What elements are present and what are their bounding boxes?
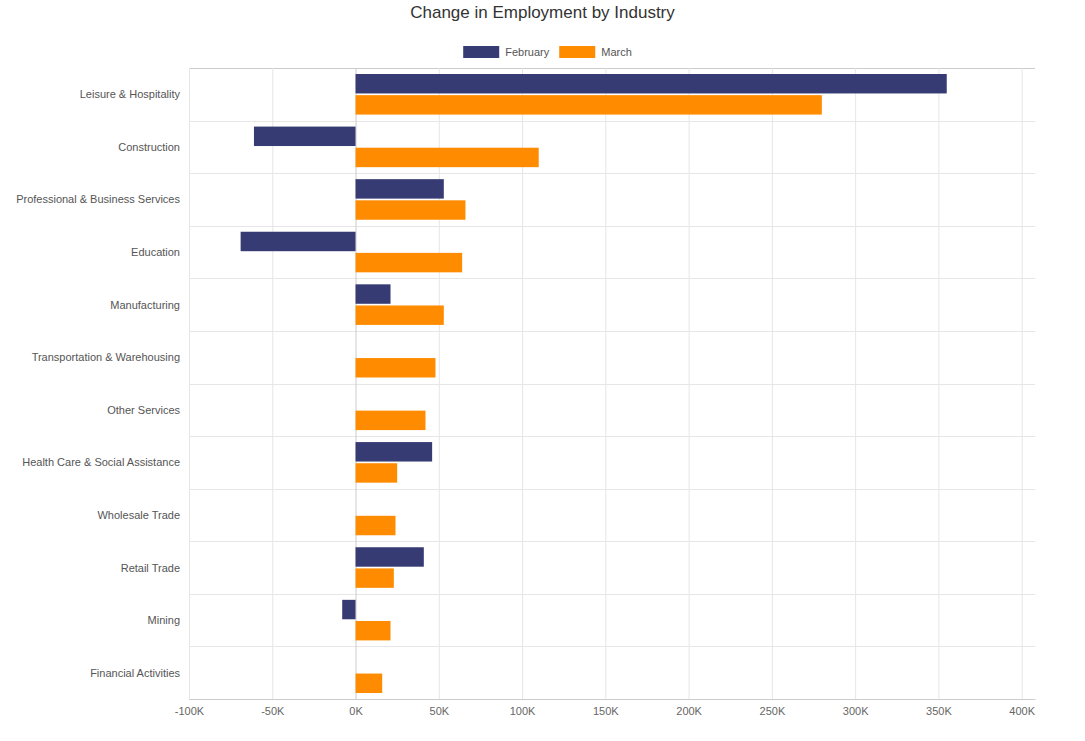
- y-tick-label: Health Care & Social Assistance: [22, 456, 180, 468]
- y-tick: Mining: [148, 614, 180, 626]
- bar: [254, 127, 356, 146]
- x-gridline: [189, 68, 190, 699]
- band-separators: [189, 69, 1035, 700]
- bars: [241, 74, 947, 693]
- y-tick: Other Services: [107, 404, 180, 416]
- y-tick-label: Professional & Business Services: [16, 193, 180, 205]
- x-axis: -100K -50K 0K 50K 100K 150K 200K 250K 300K 350K 40…: [175, 68, 1036, 717]
- x-tick-label: -50K: [261, 705, 285, 717]
- bar: [356, 621, 391, 640]
- band-separator: [189, 646, 1035, 647]
- y-tick-label: Financial Activities: [90, 667, 180, 679]
- bar: [342, 600, 355, 619]
- legend-item: March: [559, 46, 632, 58]
- bar: [356, 200, 466, 219]
- x-axis-line: [190, 699, 1036, 700]
- x-gridline: [272, 68, 273, 699]
- y-axis: Leisure & Hospitality Construction Profess…: [16, 88, 189, 678]
- y-axis-line: [189, 95, 190, 673]
- bar: [356, 284, 391, 303]
- x-gridline: [938, 68, 939, 699]
- y-tick: Financial Activities: [90, 667, 180, 679]
- y-tick-label: Leisure & Hospitality: [80, 88, 181, 100]
- x-tick: 300K: [843, 68, 869, 717]
- x-gridline: [1022, 68, 1023, 699]
- band-separator: [189, 226, 1035, 227]
- y-tick: Health Care & Social Assistance: [22, 456, 180, 468]
- y-tick: Construction: [118, 141, 180, 153]
- title: Change in Employment by Industry: [410, 3, 675, 22]
- band-separator: [189, 489, 1035, 490]
- legend-swatch: [463, 46, 499, 58]
- band-separator: [189, 173, 1035, 174]
- bar: [356, 358, 436, 377]
- bar: [356, 674, 383, 693]
- x-tick: 150K: [593, 68, 619, 717]
- band-separator: [189, 541, 1035, 542]
- y-tick-label: Other Services: [107, 404, 180, 416]
- band-separator: [189, 436, 1035, 437]
- x-tick-label: 350K: [926, 705, 952, 717]
- x-tick-label: 400K: [1009, 705, 1035, 717]
- x-tick: -50K: [261, 68, 285, 717]
- chart: Change in Employment by Industry February…: [0, 0, 1085, 741]
- x-tick: 250K: [760, 68, 786, 717]
- y-tick: Transportation & Warehousing: [32, 351, 180, 363]
- x-tick-label: 100K: [510, 705, 536, 717]
- bar: [356, 179, 444, 198]
- bar: [356, 516, 396, 535]
- bar: [356, 74, 947, 93]
- y-tick-label: Manufacturing: [110, 299, 180, 311]
- band-separator: [189, 278, 1035, 279]
- bar: [356, 148, 539, 167]
- x-tick: 200K: [676, 68, 702, 717]
- legend-label: March: [601, 46, 632, 58]
- y-tick-label: Mining: [148, 614, 180, 626]
- legend-swatch: [559, 46, 595, 58]
- bar: [356, 442, 433, 461]
- bar: [356, 547, 424, 566]
- y-tick-label: Retail Trade: [121, 562, 180, 574]
- band-separator: [189, 384, 1035, 385]
- x-tick-label: -100K: [175, 705, 205, 717]
- x-gridline: [689, 68, 690, 699]
- y-tick-label: Wholesale Trade: [97, 509, 180, 521]
- y-tick: Professional & Business Services: [16, 193, 180, 205]
- y-tick-label: Construction: [118, 141, 180, 153]
- x-tick: 400K: [1009, 68, 1035, 717]
- bar: [356, 305, 444, 324]
- bar: [241, 232, 356, 251]
- x-tick-label: 0K: [349, 705, 363, 717]
- y-tick-label: Education: [131, 246, 180, 258]
- y-tick: Retail Trade: [121, 562, 180, 574]
- band-separator: [189, 699, 1035, 700]
- legend: February March: [463, 46, 632, 58]
- x-tick: 350K: [926, 68, 952, 717]
- bar: [356, 568, 394, 587]
- plot-area: -100K -50K 0K 50K 100K 150K 200K 250K 300K 350K 40…: [16, 68, 1036, 717]
- bar: [356, 463, 398, 482]
- band-separator: [189, 331, 1035, 332]
- y-tick-label: Transportation & Warehousing: [32, 351, 180, 363]
- y-tick: Leisure & Hospitality: [80, 88, 181, 100]
- y-tick: Education: [131, 246, 180, 258]
- x-gridline: [772, 68, 773, 699]
- y-tick: Wholesale Trade: [97, 509, 180, 521]
- x-gridline: [605, 68, 606, 699]
- bar: [356, 95, 822, 114]
- legend-label: February: [505, 46, 550, 58]
- y-tick: Manufacturing: [110, 299, 180, 311]
- x-tick-label: 300K: [843, 705, 869, 717]
- x-tick-label: 200K: [676, 705, 702, 717]
- legend-item: February: [463, 46, 550, 58]
- band-separator: [189, 121, 1035, 122]
- band-separator: [189, 68, 1035, 69]
- x-gridline: [855, 68, 856, 699]
- bar: [356, 411, 426, 430]
- x-tick-label: 250K: [760, 705, 786, 717]
- x-tick-label: 50K: [430, 705, 450, 717]
- x-tick-label: 150K: [593, 705, 619, 717]
- band-separator: [189, 594, 1035, 595]
- bar: [356, 253, 463, 272]
